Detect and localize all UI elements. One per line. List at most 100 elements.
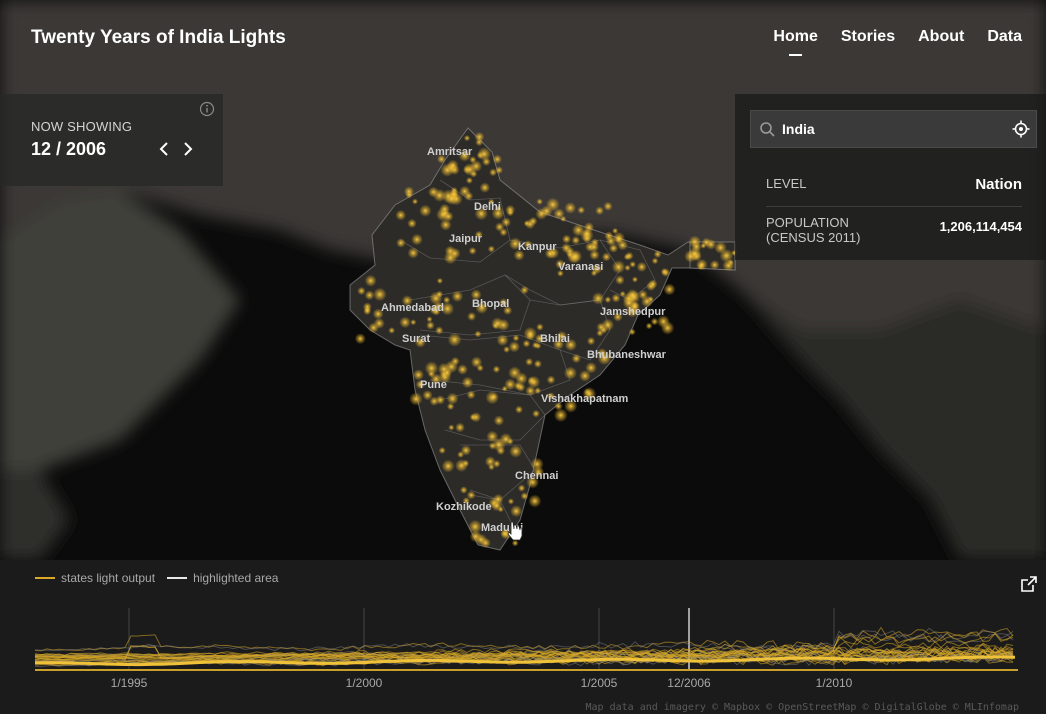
light-dot bbox=[460, 444, 472, 456]
light-dot bbox=[399, 316, 411, 329]
light-dot bbox=[493, 415, 505, 426]
light-dot bbox=[435, 326, 444, 335]
light-dot bbox=[412, 369, 424, 381]
light-dot bbox=[462, 459, 470, 467]
light-dot bbox=[520, 492, 529, 500]
light-dot bbox=[373, 317, 385, 329]
search-box[interactable] bbox=[750, 110, 1037, 148]
light-dot bbox=[599, 326, 608, 334]
nav-about[interactable]: About bbox=[918, 28, 965, 45]
light-dot bbox=[422, 390, 433, 401]
light-dot bbox=[527, 376, 536, 385]
light-dot bbox=[663, 283, 676, 296]
light-dot bbox=[613, 312, 623, 322]
light-dot bbox=[604, 296, 612, 304]
light-dot bbox=[597, 351, 612, 366]
light-dot bbox=[532, 466, 545, 478]
nav-data[interactable]: Data bbox=[987, 28, 1022, 45]
header: Twenty Years of India Lights Home Storie… bbox=[0, 0, 1046, 78]
light-dot bbox=[510, 505, 523, 518]
light-dot bbox=[357, 286, 366, 296]
legend-item-highlight: highlighted area bbox=[167, 571, 278, 585]
light-dot bbox=[536, 198, 543, 205]
light-dot bbox=[469, 530, 482, 543]
light-dot bbox=[414, 336, 426, 348]
light-dot bbox=[622, 296, 636, 310]
light-dot bbox=[611, 293, 621, 303]
light-dot bbox=[396, 238, 406, 248]
light-dot bbox=[492, 365, 501, 374]
city-label: Chennai bbox=[515, 470, 558, 482]
region-info-panel: LEVEL Nation POPULATION (CENSUS 2011) 1,… bbox=[735, 94, 1046, 260]
light-dot bbox=[571, 353, 582, 364]
next-month-button[interactable] bbox=[180, 138, 196, 160]
nav-stories[interactable]: Stories bbox=[840, 28, 896, 45]
light-dot bbox=[532, 341, 539, 349]
city-label: Bhopal bbox=[472, 298, 509, 310]
light-dot bbox=[512, 334, 520, 342]
light-dot bbox=[426, 316, 433, 323]
state-light-series bbox=[34, 648, 1014, 664]
light-dot bbox=[705, 238, 717, 250]
light-dot bbox=[461, 376, 474, 389]
light-dot bbox=[364, 290, 375, 301]
light-dot bbox=[534, 387, 542, 395]
light-dot bbox=[447, 159, 459, 172]
timeline-chart[interactable]: 1/1995 1/2000 1/2005 12/2006 1/2010 bbox=[0, 560, 1046, 714]
light-dot bbox=[552, 338, 565, 350]
light-dot bbox=[448, 424, 455, 431]
timeline-panel[interactable]: 1/1995 1/2000 1/2005 12/2006 1/2010 states l… bbox=[0, 560, 1046, 714]
tick-label: 12/2006 bbox=[667, 676, 711, 690]
city-label: Ahmedabad bbox=[381, 302, 444, 314]
now-showing-panel: NOW SHOWING 12 / 2006 bbox=[0, 94, 223, 186]
light-dot bbox=[695, 258, 708, 271]
light-dot bbox=[564, 399, 578, 413]
light-dot bbox=[477, 147, 492, 161]
light-dot bbox=[415, 379, 425, 390]
main-nav: Home Stories About Data bbox=[773, 28, 1022, 56]
light-dot bbox=[523, 240, 533, 249]
light-dot bbox=[523, 326, 538, 341]
light-dot bbox=[660, 268, 668, 276]
chevron-left-icon bbox=[159, 142, 168, 156]
light-dot bbox=[440, 302, 455, 316]
nav-home[interactable]: Home bbox=[773, 28, 818, 56]
light-dot bbox=[447, 332, 462, 347]
light-dot bbox=[490, 393, 498, 400]
state-light-series bbox=[34, 647, 1014, 660]
light-dot bbox=[503, 346, 511, 353]
prev-month-button[interactable] bbox=[156, 138, 172, 160]
light-dot bbox=[436, 277, 443, 284]
light-dot bbox=[424, 361, 439, 376]
light-dot bbox=[495, 205, 502, 212]
light-dot bbox=[475, 138, 484, 147]
site-title[interactable]: Twenty Years of India Lights bbox=[31, 27, 286, 48]
city-label: Delhi bbox=[474, 201, 501, 213]
light-dot bbox=[405, 191, 413, 199]
info-icon[interactable] bbox=[199, 101, 215, 117]
light-dot bbox=[464, 191, 474, 201]
search-input[interactable] bbox=[782, 117, 1002, 141]
light-dot bbox=[364, 274, 377, 287]
city-label: Bhubaneshwar bbox=[587, 349, 667, 361]
city-label: Amritsar bbox=[427, 146, 473, 158]
crosshair-icon[interactable] bbox=[1012, 120, 1030, 138]
population-row: POPULATION (CENSUS 2011) 1,206,114,454 bbox=[766, 215, 1022, 245]
light-dot bbox=[470, 289, 482, 301]
light-dot bbox=[579, 370, 591, 382]
light-dot bbox=[722, 259, 735, 272]
light-dot bbox=[582, 234, 592, 243]
light-dot bbox=[401, 295, 413, 307]
light-dot bbox=[645, 322, 653, 330]
light-dot bbox=[509, 444, 523, 458]
external-link-icon[interactable] bbox=[1021, 576, 1037, 592]
light-dot bbox=[459, 486, 468, 494]
map-attribution: Map data and imagery © Mapbox © OpenStre… bbox=[585, 702, 1019, 713]
light-dot bbox=[534, 333, 545, 344]
light-dot bbox=[470, 356, 483, 368]
night-lights-map[interactable]: Amritsar Delhi Jaipur Kanpur Varanasi Ah… bbox=[0, 0, 1046, 560]
light-dot bbox=[508, 341, 520, 353]
light-dot bbox=[469, 413, 477, 421]
light-dot bbox=[496, 334, 509, 347]
light-dot bbox=[446, 392, 459, 405]
